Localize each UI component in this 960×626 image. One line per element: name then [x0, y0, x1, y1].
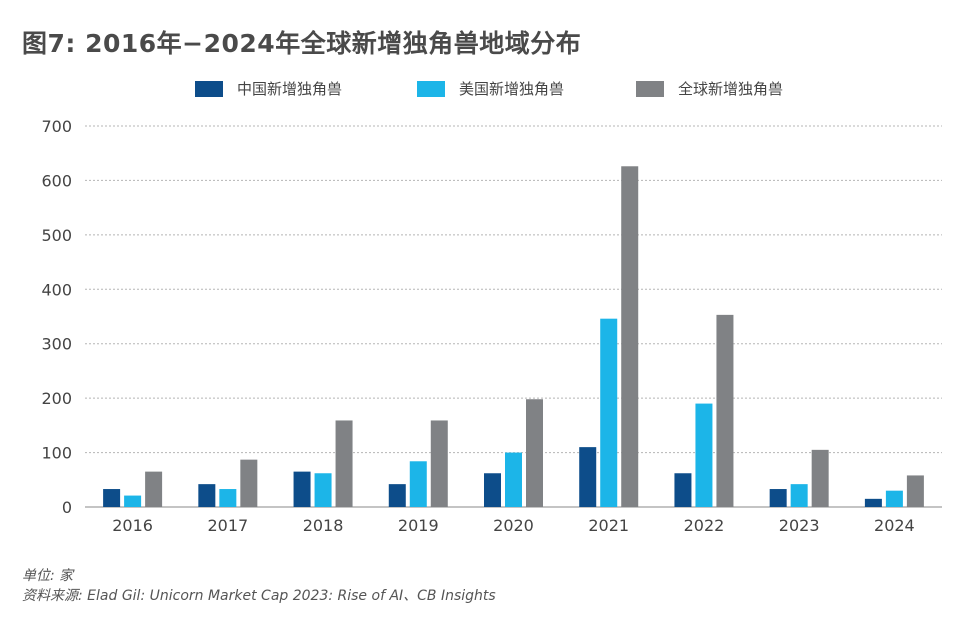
- x-tick-label: 2018: [303, 516, 344, 535]
- bar-china-2024: [864, 498, 882, 507]
- legend-label-china: 中国新增独角兽: [237, 80, 343, 98]
- bar-china-2020: [484, 473, 501, 507]
- bar-global-2018: [335, 420, 353, 507]
- legend-swatch-global: [636, 80, 664, 97]
- x-tick-label: 2016: [112, 516, 153, 535]
- bar-china-2017: [198, 484, 216, 507]
- y-tick-label: 300: [41, 335, 72, 354]
- bar-usa-2018: [314, 473, 332, 507]
- bar-usa-2023: [790, 484, 808, 507]
- bar-china-2022: [674, 473, 692, 507]
- bar-usa-2024: [885, 490, 903, 507]
- legend-item-global: 全球新增独角兽: [636, 78, 783, 99]
- x-tick-label: 2023: [779, 516, 820, 535]
- bar-global-2016: [145, 471, 163, 507]
- y-tick-label: 0: [62, 498, 72, 517]
- y-tick-label: 200: [41, 389, 72, 408]
- bar-global-2020: [526, 399, 543, 507]
- chart-title: 图7: 2016年−2024年全球新增独角兽地域分布: [22, 29, 582, 58]
- legend-label-global: 全球新增独角兽: [678, 80, 784, 98]
- bar-global-2023: [811, 449, 829, 507]
- bar-usa-2019: [409, 461, 427, 507]
- bar-chart: 0 100 200 300 400 500 600 700 2016 2017 2018 2019 20…: [41, 117, 942, 535]
- x-tick-label: 2017: [207, 516, 248, 535]
- bar-usa-2020: [505, 452, 522, 507]
- legend-label-usa: 美国新增独角兽: [459, 80, 565, 98]
- x-tick-label: 2022: [684, 516, 725, 535]
- source-note: 资料来源: Elad Gil: Unicorn Market Cap 2023:…: [22, 588, 496, 604]
- legend-item-usa: 美国新增独角兽: [417, 78, 564, 99]
- bar-usa-2022: [695, 403, 713, 507]
- y-tick-label: 700: [41, 117, 72, 136]
- bar-china-2019: [388, 484, 406, 507]
- bar-china-2023: [769, 489, 787, 507]
- bar-usa-2017: [219, 489, 237, 507]
- bar-global-2022: [716, 314, 734, 507]
- bar-china-2016: [103, 489, 121, 507]
- x-tick-label: 2024: [874, 516, 915, 535]
- y-tick-label: 600: [41, 171, 72, 190]
- y-tick-label: 100: [41, 444, 72, 463]
- x-tick-label: 2019: [398, 516, 439, 535]
- legend-swatch-usa: [417, 80, 445, 97]
- bar-global-2021: [621, 166, 639, 507]
- bar-global-2024: [906, 475, 924, 507]
- bar-usa-2021: [600, 318, 618, 507]
- legend-item-china: 中国新增独角兽: [195, 78, 342, 99]
- bar-global-2019: [430, 420, 448, 507]
- chart-legend: 中国新增独角兽 美国新增独角兽 全球新增独角兽: [0, 78, 960, 102]
- y-tick-label: 500: [41, 226, 72, 245]
- bar-china-2018: [293, 471, 311, 507]
- legend-swatch-china: [195, 80, 223, 97]
- bar-china-2021: [579, 447, 597, 507]
- x-tick-label: 2020: [493, 516, 534, 535]
- y-tick-label: 400: [41, 280, 72, 299]
- x-tick-label: 2021: [588, 516, 629, 535]
- bar-usa-2016: [124, 495, 142, 507]
- bar-global-2017: [240, 459, 258, 507]
- unit-note: 单位: 家: [22, 568, 74, 584]
